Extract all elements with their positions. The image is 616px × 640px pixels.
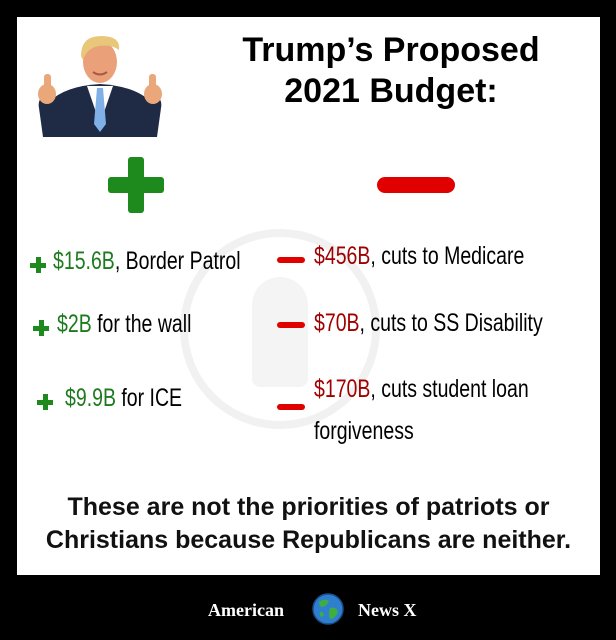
watermark-logo [180, 229, 380, 429]
statement: These are not the priorities of patriots… [27, 491, 590, 557]
increase-item: $2B for the wall [57, 309, 191, 339]
plus-icon [108, 157, 164, 213]
statement-line-2: Christians because Republicans are neith… [45, 526, 572, 554]
small-plus-icon [37, 394, 53, 410]
title-line-1: Trump’s Proposed [242, 31, 540, 69]
minus-icon [377, 177, 455, 193]
cut-amount: $456B [314, 242, 371, 270]
page-title: Trump’s Proposed 2021 Budget: [187, 30, 595, 112]
increase-item: $9.9B for ICE [65, 383, 182, 413]
small-minus-icon [277, 322, 305, 328]
cut-desc: , cuts student loan [370, 375, 529, 403]
watermark-figure [252, 277, 308, 387]
cut-desc: , cuts to SS Disability [359, 309, 543, 337]
increase-desc: for ICE [115, 384, 183, 412]
brand-footer: American News X [0, 590, 616, 630]
small-plus-icon [30, 257, 46, 273]
increase-item: $15.6B, Border Patrol [53, 246, 241, 276]
statement-line-1: These are not the priorities of patriots… [67, 493, 550, 521]
cut-desc-line-2: forgiveness [314, 417, 414, 445]
cut-amount: $70B [314, 309, 360, 337]
small-minus-icon [277, 404, 305, 410]
increase-amount: $2B [57, 310, 92, 338]
increase-desc: , Border Patrol [114, 247, 241, 275]
cut-amount: $170B [314, 375, 371, 403]
increase-desc: for the wall [91, 310, 192, 338]
globe-icon [312, 593, 344, 625]
cut-item-continuation: forgiveness [314, 416, 414, 446]
cut-item: $456B, cuts to Medicare [314, 241, 524, 271]
brand-name-right: News X [358, 600, 417, 620]
increase-amount: $15.6B [53, 247, 115, 275]
cut-item: $170B, cuts student loan [314, 374, 529, 404]
title-line-2: 2021 Budget: [284, 72, 498, 110]
small-plus-icon [33, 320, 49, 336]
cut-desc: , cuts to Medicare [370, 242, 525, 270]
small-minus-icon [277, 257, 305, 263]
cut-item: $70B, cuts to SS Disability [314, 308, 543, 338]
brand-name-left: American [208, 600, 284, 620]
meme-card: Trump’s Proposed 2021 Budget: $15.6B, Bo… [17, 17, 600, 575]
person-thumbs-up-photo [38, 36, 162, 137]
increase-amount: $9.9B [65, 384, 116, 412]
